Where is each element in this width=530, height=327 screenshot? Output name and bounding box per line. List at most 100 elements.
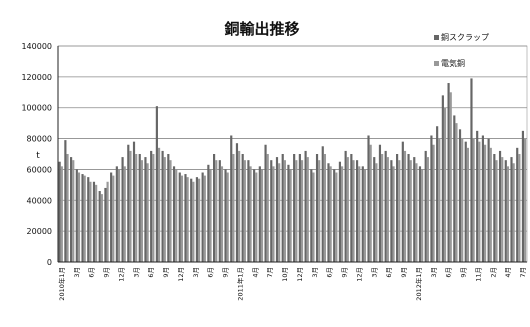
bar-cathode xyxy=(518,154,521,262)
bar-cathode xyxy=(386,157,389,262)
bar-scrap xyxy=(155,106,158,262)
bar-scrap xyxy=(270,160,273,262)
bar-scrap xyxy=(195,177,199,262)
bar-scrap xyxy=(275,157,279,262)
bar-cathode xyxy=(226,172,229,262)
bar-cathode xyxy=(198,178,201,262)
y-tick-label: 80000 xyxy=(27,135,52,144)
x-tick-label: 12月 xyxy=(296,267,304,282)
bar-scrap xyxy=(64,140,67,262)
x-tick-label: 4月 xyxy=(504,267,512,278)
bar-cathode xyxy=(495,160,498,262)
bar-cathode xyxy=(478,141,481,262)
x-tick-label: 2010年1月 xyxy=(57,267,66,301)
bar-scrap xyxy=(310,169,313,262)
bar-cathode xyxy=(83,175,86,262)
bar-cathode xyxy=(461,138,464,262)
bar-cathode xyxy=(318,160,321,262)
bar-scrap xyxy=(350,154,353,262)
x-tick-label: 9月 xyxy=(103,267,111,278)
bar-cathode xyxy=(272,166,275,262)
bar-cathode xyxy=(443,107,447,263)
x-tick-label: 6月 xyxy=(326,267,334,278)
bar-scrap xyxy=(75,169,78,262)
bar-scrap xyxy=(338,161,341,262)
bar-cathode xyxy=(329,166,332,262)
bar-cathode xyxy=(335,172,338,262)
bar-cathode xyxy=(215,160,218,262)
bar-cathode xyxy=(341,166,344,262)
legend-swatch xyxy=(434,61,439,66)
bar-cathode xyxy=(363,169,367,262)
x-tick-label: 12月 xyxy=(117,267,125,282)
bar-scrap xyxy=(127,144,130,262)
bar-scrap xyxy=(476,130,479,262)
bar-cathode xyxy=(146,163,149,262)
bar-cathode xyxy=(243,160,246,262)
x-tick-label: 2月 xyxy=(489,267,497,278)
labels-layer: 0 20000 40000 60000 80000 100000 120000 140000 2… xyxy=(21,42,527,301)
bar-cathode xyxy=(112,175,115,262)
chart-title: 銅輸出推移 xyxy=(224,20,299,38)
bar-scrap xyxy=(384,150,387,262)
bar-scrap xyxy=(430,135,433,262)
x-tick-label: 7月 xyxy=(266,267,274,278)
bar-cathode xyxy=(220,166,224,262)
x-tick-label: 9月 xyxy=(162,267,170,278)
bar-scrap xyxy=(401,141,404,262)
bar-scrap xyxy=(167,154,170,262)
bar-cathode xyxy=(180,175,184,262)
bar-scrap xyxy=(92,181,96,262)
bar-scrap xyxy=(396,154,399,262)
bar-cathode xyxy=(95,184,98,262)
x-tick-label: 3月 xyxy=(311,267,319,278)
bar-cathode xyxy=(106,181,109,262)
bar-scrap xyxy=(441,95,444,263)
bar-cathode xyxy=(409,160,412,262)
bar-cathode xyxy=(175,169,178,262)
bar-scrap xyxy=(264,144,267,262)
bar-cathode xyxy=(203,175,206,262)
bar-cathode xyxy=(266,154,269,262)
bar-scrap xyxy=(413,157,416,262)
bar-cathode xyxy=(323,154,327,262)
bar-cathode xyxy=(312,172,315,262)
bar-scrap xyxy=(115,166,118,262)
x-tick-label: 2012年1月 xyxy=(414,267,423,301)
bar-cathode xyxy=(381,154,384,262)
x-tick-label: 12月 xyxy=(355,267,363,282)
x-tick-label: 6月 xyxy=(88,267,96,278)
bar-scrap xyxy=(230,135,233,262)
bar-cathode xyxy=(512,163,515,262)
bar-cathode xyxy=(192,181,195,262)
bar-scrap xyxy=(172,166,176,262)
bar-scrap xyxy=(224,169,227,262)
bar-cathode xyxy=(163,157,166,262)
bar-scrap xyxy=(281,154,284,262)
bar-scrap xyxy=(258,166,261,262)
y-tick-label: 60000 xyxy=(27,165,52,174)
bar-cathode xyxy=(300,160,304,262)
bar-scrap xyxy=(247,160,250,262)
bar-scrap xyxy=(144,157,147,262)
bar-scrap xyxy=(355,160,359,262)
bar-scrap xyxy=(367,135,370,262)
x-tick-label: 3月 xyxy=(132,267,140,278)
x-tick-label: 9月 xyxy=(460,267,468,278)
bar-scrap xyxy=(498,150,502,262)
bar-scrap xyxy=(470,78,473,263)
bar-cathode xyxy=(117,169,121,262)
bar-scrap xyxy=(521,130,525,262)
bar-scrap xyxy=(253,169,256,262)
bar-scrap xyxy=(315,154,319,262)
bar-cathode xyxy=(392,166,395,262)
x-tick-label: 6月 xyxy=(445,267,453,278)
bar-scrap xyxy=(487,138,490,262)
bar-scrap xyxy=(70,157,73,262)
bar-cathode xyxy=(472,138,475,262)
bar-scrap xyxy=(138,154,141,262)
bar-scrap xyxy=(436,126,439,262)
bar-scrap xyxy=(453,115,456,263)
